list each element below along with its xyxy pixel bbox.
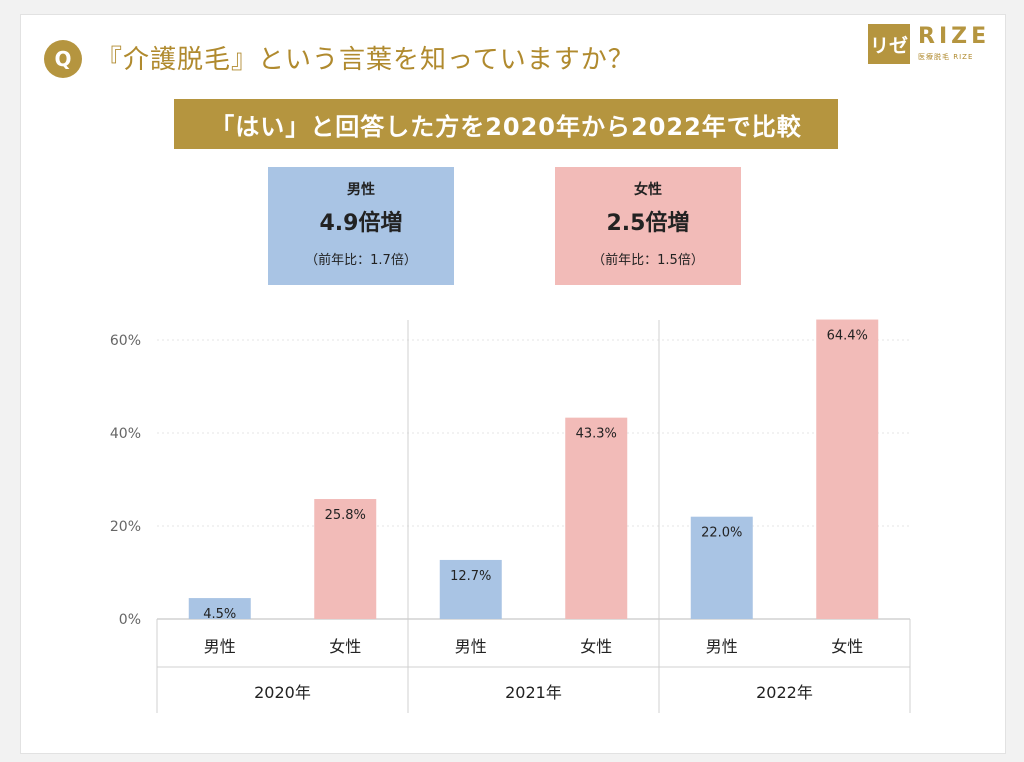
male-stat-label: 男性 — [347, 182, 375, 198]
male-stat-box: 男性 4.9倍増 （前年比：1.7倍） — [268, 167, 454, 285]
bar-male-2021年 — [439, 559, 502, 619]
logo-subtitle: 医療脱毛 RIZE — [918, 53, 974, 61]
question-title: 『介護脱毛』という言葉を知っていますか？ — [96, 45, 635, 75]
category-label: 女性 — [329, 637, 361, 656]
bar-value-label: 43.3% — [576, 427, 617, 442]
y-tick-label: 0% — [119, 612, 141, 628]
y-tick-label: 40% — [110, 426, 141, 442]
female-stat-value: 2.5倍増 — [606, 211, 690, 236]
bar-male-2022年 — [690, 516, 753, 619]
y-tick-label: 20% — [110, 519, 141, 535]
category-label: 女性 — [580, 637, 612, 656]
bar-value-label: 25.8% — [325, 508, 366, 523]
group-label: 2022年 — [756, 683, 813, 702]
category-label: 男性 — [455, 637, 487, 656]
bar-value-label: 4.5% — [203, 607, 236, 622]
y-tick-label: 60% — [110, 333, 141, 349]
group-label: 2020年 — [254, 683, 311, 702]
female-stat-box: 女性 2.5倍増 （前年比：1.5倍） — [555, 167, 741, 285]
question-badge: Q — [44, 40, 82, 78]
male-stat-value: 4.9倍増 — [319, 211, 403, 236]
bar-value-label: 22.0% — [701, 526, 742, 541]
category-label: 男性 — [204, 637, 236, 656]
brand-logo: リゼ RIZE 医療脱毛 RIZE — [868, 24, 998, 64]
comparison-banner: 「はい」と回答した方を2020年から2022年で比較 — [174, 99, 838, 149]
bar-value-label: 64.4% — [827, 329, 868, 344]
logo-mark: リゼ — [868, 24, 910, 64]
male-stat-sub: （前年比：1.7倍） — [305, 253, 417, 268]
group-label: 2021年 — [505, 683, 562, 702]
bar-female-2021年 — [565, 417, 628, 619]
logo-name: RIZE — [918, 24, 991, 49]
female-stat-label: 女性 — [634, 182, 662, 198]
bar-male-2020年 — [188, 598, 251, 619]
bar-female-2022年 — [816, 319, 879, 619]
category-label: 女性 — [831, 637, 863, 656]
bar-female-2020年 — [314, 499, 377, 619]
bar-value-label: 12.7% — [450, 569, 491, 584]
category-label: 男性 — [706, 637, 738, 656]
female-stat-sub: （前年比：1.5倍） — [592, 253, 704, 268]
